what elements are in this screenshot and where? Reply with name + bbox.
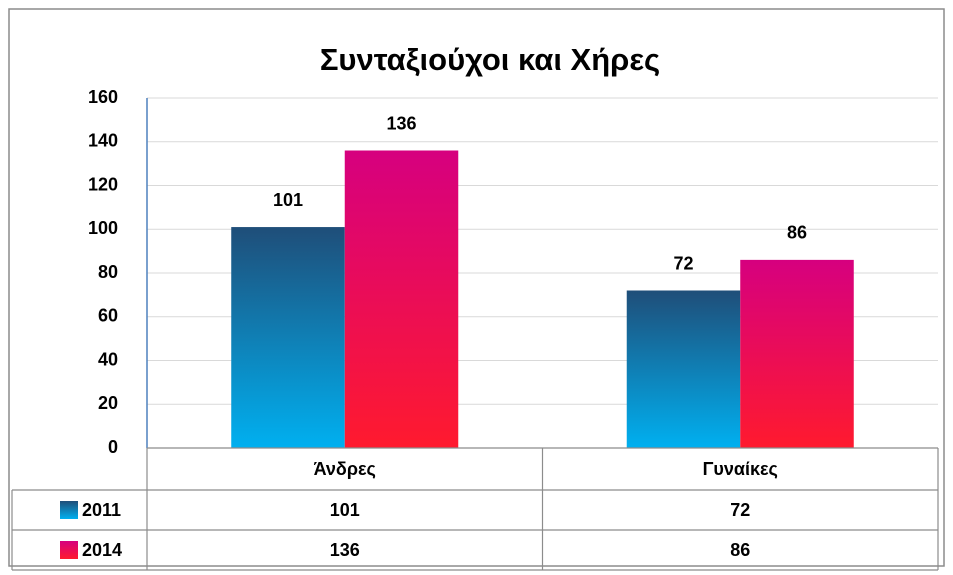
legend-key: [60, 501, 78, 519]
legend-label: 2014: [82, 540, 122, 560]
bar: [626, 290, 741, 448]
bar: [344, 150, 459, 448]
category-label: Άνδρες: [314, 459, 376, 479]
table-value: 101: [330, 500, 360, 520]
category-label: Γυναίκες: [703, 459, 778, 479]
legend-label: 2011: [82, 500, 121, 520]
y-tick-label: 120: [88, 174, 118, 194]
data-label: 101: [273, 190, 303, 210]
bar: [740, 259, 854, 448]
y-tick-label: 20: [98, 393, 118, 413]
data-label: 86: [787, 223, 807, 243]
y-tick-label: 40: [98, 349, 118, 369]
y-tick-label: 100: [88, 218, 118, 238]
y-tick-label: 0: [108, 437, 118, 457]
bar: [231, 227, 345, 448]
y-tick-label: 80: [98, 262, 118, 282]
data-label: 72: [673, 253, 693, 273]
data-label: 136: [386, 113, 416, 133]
legend-key: [60, 541, 78, 559]
y-tick-label: 60: [98, 306, 118, 326]
table-value: 72: [730, 500, 750, 520]
y-tick-label: 140: [88, 131, 118, 151]
table-value: 136: [330, 540, 360, 560]
y-tick-label: 160: [88, 87, 118, 107]
table-value: 86: [730, 540, 750, 560]
chart-title: Συνταξιούχοι και Χήρες: [320, 42, 660, 77]
